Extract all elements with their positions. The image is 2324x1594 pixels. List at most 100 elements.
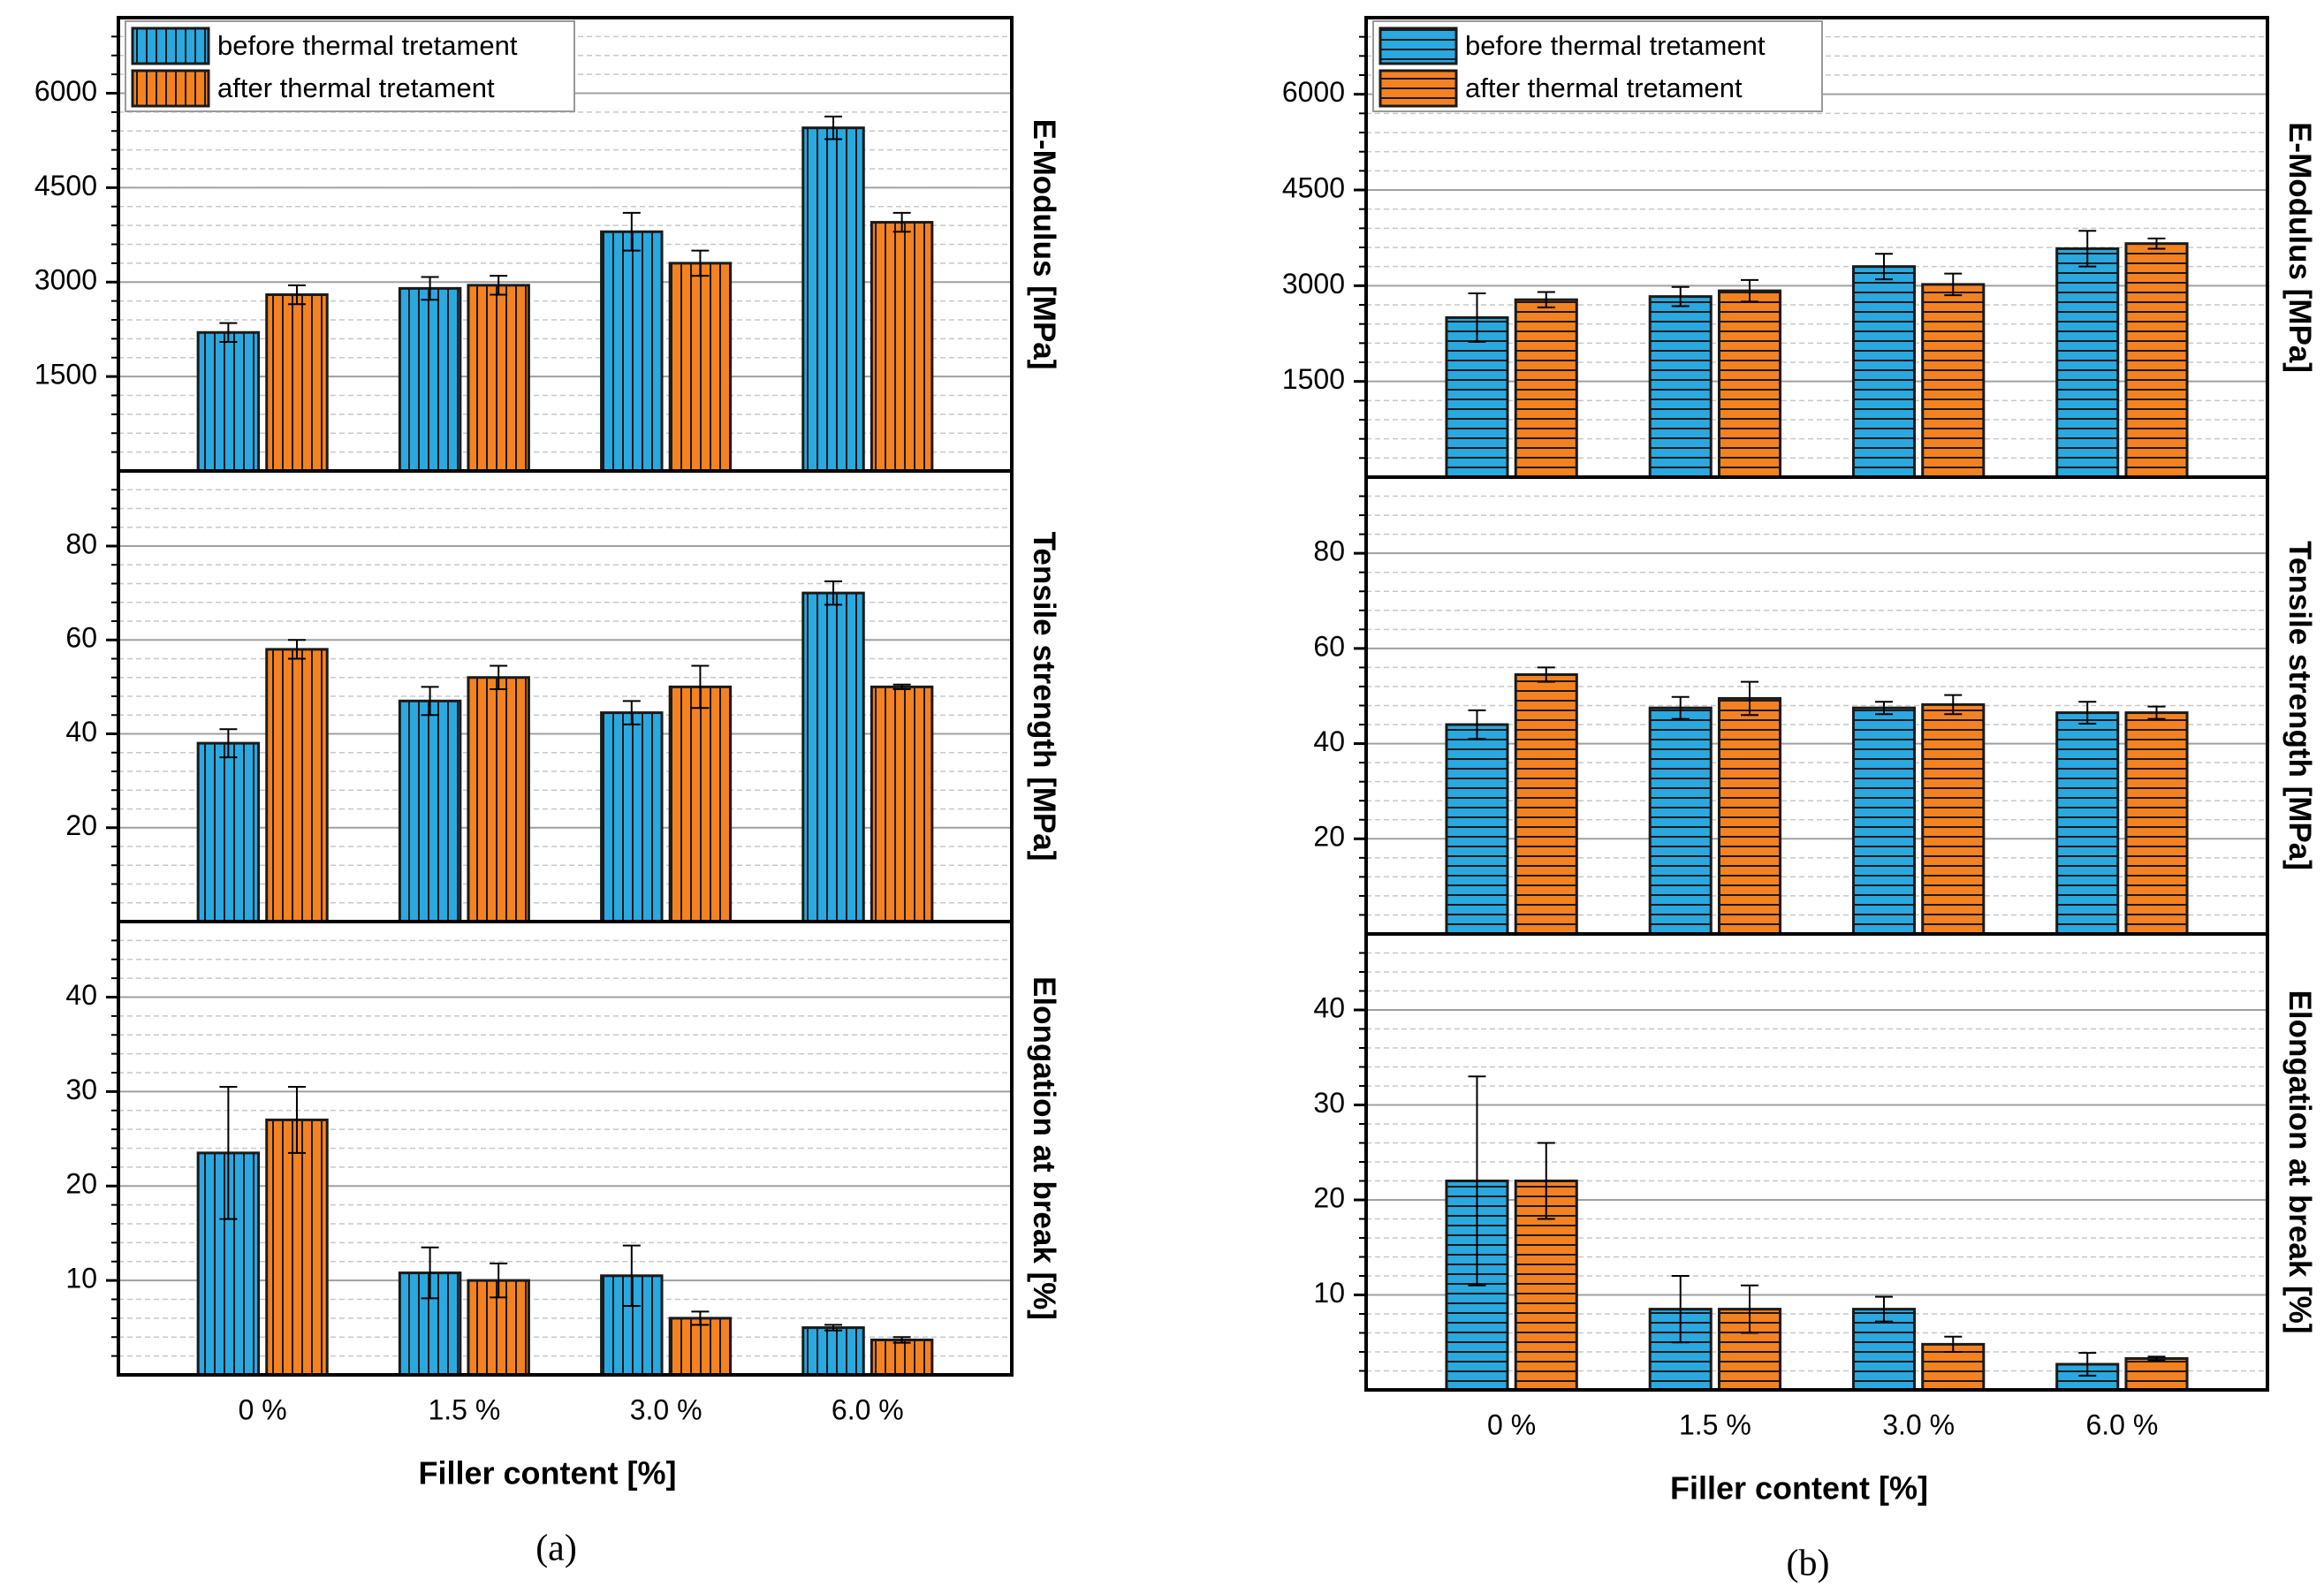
error-bar <box>421 686 439 717</box>
legend-label: before thermal tretament <box>217 30 518 61</box>
y-tick-label: 40 <box>65 716 97 748</box>
error-bar <box>1537 666 1555 683</box>
y-tick-label: 60 <box>65 622 97 654</box>
y-tick-label: 1500 <box>1282 363 1345 395</box>
bar <box>265 293 329 473</box>
bar <box>467 284 530 473</box>
error-bar <box>421 276 439 301</box>
bar <box>1851 1308 1917 1392</box>
bar <box>600 711 664 923</box>
error-bar <box>691 664 710 710</box>
bar <box>801 1326 865 1377</box>
bar <box>801 591 865 923</box>
bar <box>870 1338 934 1377</box>
error-bar <box>490 664 508 691</box>
y-tick-label: 1500 <box>34 359 97 391</box>
error-bar <box>287 1086 306 1154</box>
x-tick-label: 3.0 % <box>630 1393 703 1425</box>
x-tick-label: 0 % <box>239 1393 287 1425</box>
x-axis-label: Filler content [%] <box>1670 1470 1928 1507</box>
panel-frame <box>117 920 1014 1377</box>
error-bar <box>622 1244 641 1307</box>
y-tick-label: 40 <box>1313 991 1345 1023</box>
bar <box>1717 696 1782 936</box>
bar <box>2124 1357 2189 1392</box>
error-bar <box>824 1324 843 1332</box>
bar <box>1851 706 1917 936</box>
y-tick-label: 60 <box>1313 630 1345 662</box>
error-bar <box>1537 291 1555 308</box>
error-bar <box>1537 1142 1555 1220</box>
error-bar <box>1468 292 1486 343</box>
error-bar <box>1468 1075 1486 1287</box>
bar <box>1717 289 1782 479</box>
error-bar <box>824 580 843 606</box>
bar <box>196 741 261 923</box>
bar <box>1445 315 1509 479</box>
error-bar <box>892 1336 911 1344</box>
bar <box>265 1118 329 1377</box>
bar <box>870 221 934 473</box>
figure-label: (a) <box>535 1529 577 1569</box>
y-tick-label: 6000 <box>34 75 97 107</box>
error-bar <box>421 1246 439 1300</box>
bar <box>1514 672 1578 936</box>
error-bar <box>2147 705 2166 720</box>
x-tick-label: 6.0 % <box>2085 1408 2158 1440</box>
bar <box>668 685 733 923</box>
x-tick-label: 6.0 % <box>832 1393 904 1425</box>
y-axis-label: Elongation at break [%] <box>2282 991 2317 1334</box>
legend-label: before thermal tretament <box>1465 30 1766 61</box>
bar <box>1648 706 1713 936</box>
error-bar <box>1468 709 1486 740</box>
error-bar <box>892 211 911 233</box>
legend-swatch <box>1378 69 1458 108</box>
legend-swatch <box>131 27 210 65</box>
bar <box>1445 723 1509 936</box>
x-tick-label: 0 % <box>1487 1408 1536 1440</box>
bar <box>2055 711 2120 936</box>
error-bar <box>824 115 843 140</box>
y-tick-label: 80 <box>65 528 97 559</box>
y-tick-label: 4500 <box>34 170 97 201</box>
error-bar <box>219 728 238 759</box>
bar <box>2124 711 2189 936</box>
panel-frame <box>1364 932 2269 1392</box>
x-tick-label: 1.5 % <box>1679 1408 1751 1440</box>
error-bar <box>691 1310 710 1326</box>
error-bar <box>892 683 911 691</box>
y-axis-label: Elongation at break [%] <box>1027 976 1061 1320</box>
y-tick-label: 20 <box>65 809 97 841</box>
x-tick-label: 3.0 % <box>1882 1408 1955 1440</box>
y-axis-label: Tensile strength [MPa] <box>1027 532 1061 862</box>
error-bar <box>1874 253 1893 281</box>
bar <box>1851 265 1917 479</box>
error-bar <box>1944 272 1963 297</box>
y-tick-label: 4500 <box>1282 171 1345 203</box>
bar <box>467 676 530 923</box>
error-bar <box>1874 1295 1893 1323</box>
error-bar <box>287 284 306 306</box>
legend-swatch <box>1378 27 1458 65</box>
legend-label: after thermal tretament <box>217 72 495 103</box>
y-tick-label: 40 <box>65 979 97 1011</box>
y-tick-label: 20 <box>65 1168 97 1200</box>
error-bar <box>490 1262 508 1299</box>
error-bar <box>691 249 710 277</box>
bar <box>668 262 733 473</box>
legend-swatch <box>131 69 210 108</box>
figure-label: (b) <box>1787 1544 1830 1584</box>
y-tick-label: 80 <box>1313 535 1345 567</box>
error-bar <box>2078 1352 2097 1377</box>
error-bar <box>287 639 306 660</box>
bar <box>196 330 261 473</box>
error-bar <box>622 211 641 252</box>
y-axis-label: E-Modulus [MPa] <box>2282 122 2317 373</box>
bar <box>2055 247 2120 479</box>
bar <box>265 648 329 923</box>
error-bar <box>1671 285 1690 307</box>
error-bar <box>1944 694 1963 716</box>
y-tick-label: 40 <box>1313 725 1345 757</box>
error-bar <box>2147 237 2166 250</box>
